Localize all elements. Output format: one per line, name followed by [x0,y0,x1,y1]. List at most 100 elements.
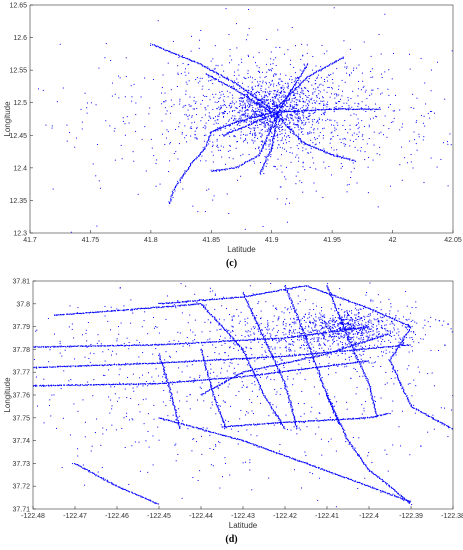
data-point [223,362,225,364]
data-point [269,139,271,141]
data-point [350,97,352,99]
data-point [348,107,350,109]
data-point [177,453,179,455]
data-point [291,98,293,100]
data-point [390,377,392,379]
data-point [153,418,155,420]
data-point [102,365,104,367]
data-point [302,162,304,164]
data-point [315,102,317,104]
data-point [340,58,342,60]
data-point [262,147,264,149]
data-point [272,110,274,112]
data-point [385,349,387,351]
data-point [188,104,190,106]
data-point [371,93,373,95]
data-point [347,318,349,320]
data-point [316,71,318,73]
data-point [218,98,220,100]
data-point [372,334,374,336]
data-point [327,348,329,350]
data-point [236,167,238,169]
data-point [282,121,284,123]
data-point [182,106,184,108]
data-point [284,307,286,309]
data-point [295,124,297,126]
data-point [204,146,206,148]
data-point [269,140,271,142]
data-point [258,301,260,303]
data-point [270,69,272,71]
data-point [137,193,139,195]
data-point [202,126,204,128]
data-point [293,85,295,87]
data-point [194,133,196,135]
data-point [354,356,356,358]
data-point [418,342,420,344]
data-point [258,118,260,120]
data-point [322,197,324,199]
data-point [235,166,237,168]
data-point [236,47,238,49]
data-point [299,94,301,96]
data-point [246,98,248,100]
data-point [334,127,336,129]
data-point [212,83,214,85]
data-point [223,134,225,136]
data-point [225,77,227,79]
data-point [304,123,306,125]
data-point [314,83,316,85]
data-point [356,319,358,321]
data-point [206,142,208,144]
data-point [381,92,383,94]
data-point [212,93,214,95]
data-point [332,317,334,319]
data-point [346,158,348,160]
data-point [214,129,216,131]
data-point [336,155,338,157]
data-point [285,118,287,120]
data-point [315,147,317,149]
data-point [224,402,226,404]
data-point [272,109,274,111]
data-point [324,111,326,113]
data-point [258,115,260,117]
data-point [221,64,223,66]
data-point [183,105,185,107]
data-point [411,395,413,397]
data-point [209,131,211,133]
data-point [286,221,288,223]
data-point [124,123,126,125]
data-point [364,328,366,330]
data-point [201,453,203,455]
data-point [438,320,440,322]
data-point [401,179,403,181]
data-point [275,105,277,107]
data-point [336,60,338,62]
data-point [295,113,297,115]
data-point [273,135,275,137]
data-point [294,109,296,111]
data-point [187,58,189,60]
data-point [138,441,140,443]
data-point [346,330,348,332]
data-point [389,310,391,312]
data-point [260,103,262,105]
data-point [305,326,307,328]
data-point [263,118,265,120]
data-point [268,120,270,122]
data-point [293,331,294,333]
data-point [156,159,158,161]
data-point [287,126,289,128]
data-point [244,161,246,163]
data-point [302,191,304,193]
data-point [258,52,260,54]
data-point [301,121,303,123]
data-point [280,353,282,355]
data-point [447,323,449,325]
data-point [347,99,349,101]
data-point [279,78,281,80]
data-point [251,102,253,104]
data-point [251,115,253,117]
data-point [269,127,271,129]
